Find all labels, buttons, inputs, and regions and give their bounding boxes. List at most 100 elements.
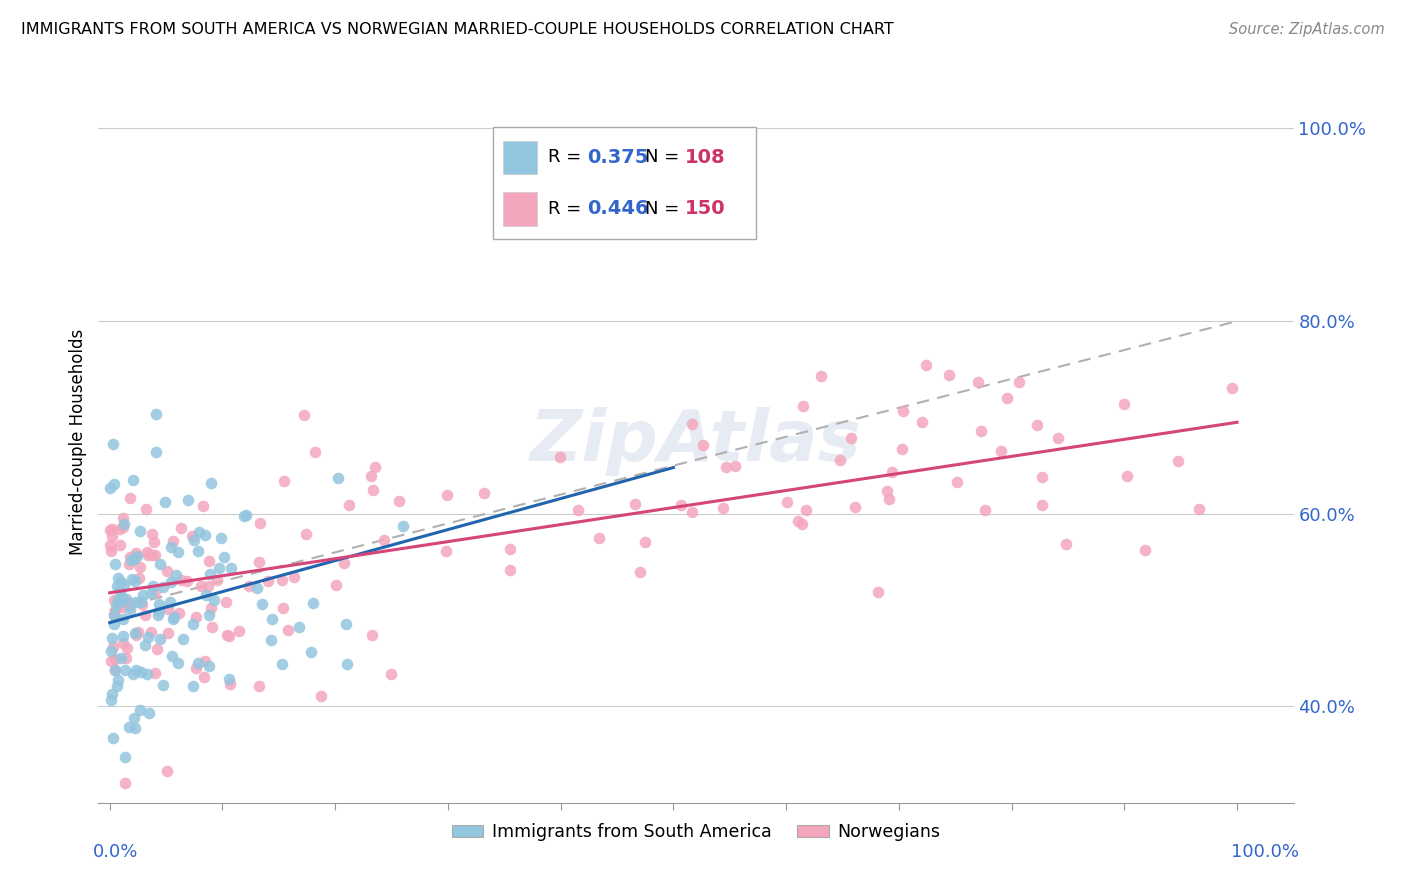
Point (149, 632, 172, 647)
Point (145, 642, 167, 657)
Point (152, 678, 174, 692)
Point (125, 595, 148, 609)
Point (792, 399, 814, 413)
Point (1026, 418, 1049, 433)
Point (136, 548, 159, 562)
Point (191, 499, 214, 513)
Point (183, 533, 205, 547)
Point (190, 579, 212, 593)
Point (98, 481, 121, 495)
Point (101, 437, 124, 451)
Text: ZipAtlas: ZipAtlas (530, 407, 862, 476)
Text: 100.0%: 100.0% (1232, 843, 1299, 861)
Point (499, 563, 522, 577)
Point (103, 616, 125, 631)
Point (198, 658, 221, 673)
Point (325, 577, 347, 591)
Point (124, 626, 146, 640)
Point (671, 499, 693, 513)
Point (970, 424, 993, 438)
Point (176, 493, 198, 508)
Point (120, 553, 142, 567)
Point (120, 596, 142, 610)
Point (361, 483, 384, 497)
Point (1188, 502, 1211, 516)
Point (1031, 498, 1053, 512)
Point (110, 575, 132, 590)
Point (880, 465, 903, 479)
Point (110, 650, 132, 665)
Point (114, 517, 136, 532)
Point (136, 667, 159, 681)
Point (142, 534, 165, 549)
Point (103, 608, 125, 623)
Point (104, 664, 127, 678)
Point (111, 520, 134, 534)
Point (125, 549, 148, 563)
Point (215, 628, 238, 642)
Point (333, 556, 356, 570)
Point (915, 358, 938, 372)
Point (181, 616, 204, 631)
Point (181, 679, 204, 693)
Point (990, 444, 1012, 458)
Point (104, 663, 127, 677)
Point (219, 561, 242, 575)
Point (162, 533, 184, 548)
Point (868, 585, 890, 599)
Point (588, 531, 610, 545)
Point (131, 597, 153, 611)
Point (115, 640, 138, 655)
Point (198, 567, 221, 582)
Point (309, 689, 332, 703)
Point (776, 495, 799, 509)
Point (1008, 375, 1031, 389)
Point (112, 636, 135, 650)
Point (172, 632, 194, 646)
Point (796, 503, 818, 517)
Point (104, 652, 127, 666)
Point (127, 624, 149, 639)
Point (143, 584, 166, 599)
Point (101, 731, 124, 745)
Point (361, 628, 384, 642)
Point (1031, 469, 1053, 483)
Point (713, 500, 735, 515)
Point (1220, 381, 1243, 395)
Point (228, 624, 250, 639)
Point (967, 375, 990, 389)
Point (249, 516, 271, 530)
Point (107, 593, 129, 607)
Point (335, 617, 357, 632)
Point (211, 531, 233, 545)
Point (283, 569, 305, 583)
Point (156, 764, 179, 779)
Point (122, 473, 145, 487)
Point (681, 417, 703, 431)
Point (163, 609, 186, 624)
Point (288, 620, 311, 634)
Point (337, 498, 360, 512)
Point (160, 540, 183, 554)
Point (1046, 431, 1069, 445)
Point (681, 505, 703, 519)
Point (128, 571, 150, 585)
Point (273, 474, 295, 488)
Point (136, 545, 159, 559)
Point (118, 599, 141, 613)
Point (103, 607, 125, 622)
Point (692, 438, 714, 452)
Point (187, 544, 209, 558)
Point (145, 407, 167, 421)
Point (201, 620, 224, 634)
Point (186, 609, 208, 624)
Point (98, 523, 121, 537)
Point (101, 687, 124, 701)
Point (159, 595, 181, 609)
Point (790, 517, 813, 532)
Point (128, 703, 150, 717)
Point (101, 640, 124, 654)
Point (292, 408, 315, 422)
Point (125, 663, 148, 677)
Point (149, 557, 172, 571)
